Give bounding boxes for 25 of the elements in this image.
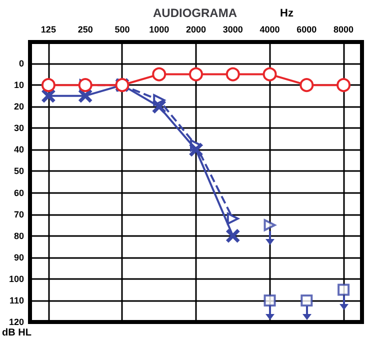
y-tick-label: 0 <box>18 58 24 69</box>
y-tick-label: 100 <box>8 274 24 284</box>
x-tick-label: 500 <box>114 24 130 34</box>
x-tick-label: 1000 <box>149 24 170 34</box>
x-axis-title: Hz <box>280 8 294 20</box>
x-tick-label: 8000 <box>334 24 354 34</box>
x-tick-label: 6000 <box>296 24 317 34</box>
x-tick-label: 2000 <box>186 24 206 34</box>
y-tick-label: 80 <box>14 230 24 241</box>
x-tick-label: 125 <box>40 24 56 34</box>
y-tick-label: 120 <box>8 317 24 327</box>
y-tick-label: 10 <box>14 80 24 90</box>
y-tick-label: 90 <box>14 252 24 262</box>
y-tick-label: 110 <box>9 295 24 306</box>
y-tick-label: 60 <box>14 188 24 198</box>
y-tick-label: 40 <box>14 144 24 155</box>
x-tick-label: 250 <box>78 24 93 34</box>
y-tick-label: 70 <box>14 209 24 220</box>
y-tick-label: 50 <box>14 166 24 176</box>
chart-title: AUDIOGRAMA <box>153 6 238 20</box>
x-tick-label: 3000 <box>222 24 243 34</box>
y-tick-label: 20 <box>14 102 24 112</box>
y-axis-title: dB HL <box>2 328 32 338</box>
x-tick-label: 4000 <box>260 24 280 34</box>
y-tick-label: 30 <box>14 123 24 134</box>
